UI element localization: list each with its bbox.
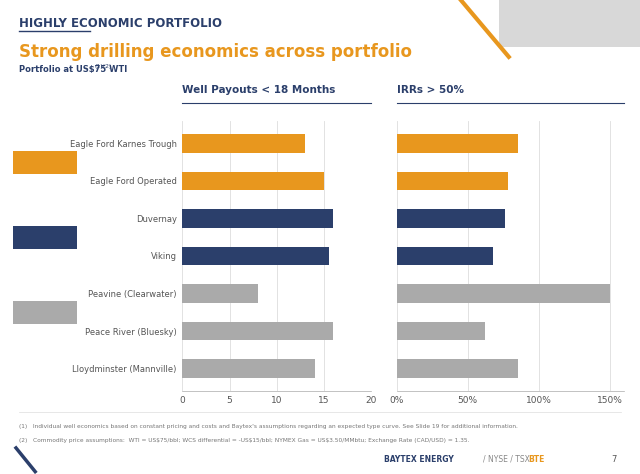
Text: BAYTEX ENERGY: BAYTEX ENERGY [384,455,454,464]
Bar [397,284,610,303]
Bar [182,359,315,378]
Text: (1)   Individual well economics based on constant pricing and costs and Baytex's: (1) Individual well economics based on c… [19,424,518,429]
Bar [397,246,493,265]
Text: Canada  Light Oil: Canada Light Oil [8,233,82,242]
Bar [397,172,508,190]
Text: (1)(2): (1)(2) [95,64,112,69]
Bar [397,134,518,153]
Bar [397,209,505,228]
Text: HIGHLY ECONOMIC PORTFOLIO: HIGHLY ECONOMIC PORTFOLIO [19,17,222,29]
Bar [182,284,258,303]
Bar [397,359,518,378]
Bar [397,322,485,340]
Text: U.S.  Light Oil: U.S. Light Oil [15,158,74,167]
Text: 7: 7 [611,455,616,464]
Bar [182,246,329,265]
Bar [182,134,305,153]
Text: Portfolio at US$75 WTI: Portfolio at US$75 WTI [19,65,127,74]
Bar [182,172,324,190]
Text: Canada  Heavy Oil: Canada Heavy Oil [5,308,84,317]
Bar [182,322,333,340]
Text: / NYSE / TSX: / NYSE / TSX [483,455,530,464]
Bar [182,209,333,228]
Text: (2)   Commodity price assumptions:  WTI = US$75/bbl; WCS differential = -US$15/b: (2) Commodity price assumptions: WTI = U… [19,438,470,444]
Text: BTE: BTE [528,455,545,464]
Text: Strong drilling economics across portfolio: Strong drilling economics across portfol… [19,43,412,61]
Text: Well Payouts < 18 Months: Well Payouts < 18 Months [182,85,336,95]
Text: IRRs > 50%: IRRs > 50% [397,85,464,95]
